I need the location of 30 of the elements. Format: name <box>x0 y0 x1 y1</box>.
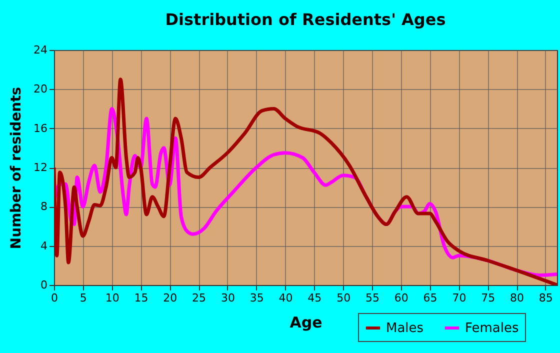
y-tick-label: 8 <box>40 200 48 214</box>
legend-label: Males <box>386 321 424 336</box>
x-tick-label: 10 <box>105 292 120 304</box>
x-tick-label: 55 <box>365 292 380 304</box>
x-tick-label: 70 <box>452 292 466 304</box>
y-tick-label: 20 <box>34 82 48 96</box>
x-tick-label: 60 <box>394 292 408 304</box>
y-tick-label: 0 <box>40 278 48 292</box>
x-tick-label: 65 <box>423 292 438 304</box>
y-tick-label: 12 <box>34 161 48 174</box>
y-axis-title: Number of residents <box>8 86 25 250</box>
chart-title: Distribution of Residents' Ages <box>165 10 446 29</box>
legend-label: Females <box>465 321 520 336</box>
x-tick-label: 85 <box>538 292 553 304</box>
y-tick-label: 24 <box>34 44 48 56</box>
y-tick-label: 4 <box>40 239 48 252</box>
y-tick-label: 16 <box>34 122 48 135</box>
x-tick-label: 5 <box>80 292 87 304</box>
x-tick-label: 75 <box>481 292 496 304</box>
x-tick-label: 15 <box>134 292 148 304</box>
x-tick-label: 80 <box>510 292 524 304</box>
x-tick-label: 0 <box>51 292 58 304</box>
x-tick-label: 40 <box>278 292 293 304</box>
x-tick-label: 20 <box>163 292 178 304</box>
x-tick-label: 30 <box>220 292 235 304</box>
x-tick-label: 25 <box>192 292 206 304</box>
x-tick-label: 45 <box>308 292 322 304</box>
x-tick-label: 50 <box>336 292 351 304</box>
x-axis-title: Age <box>290 314 322 332</box>
x-tick-label: 35 <box>250 292 264 304</box>
